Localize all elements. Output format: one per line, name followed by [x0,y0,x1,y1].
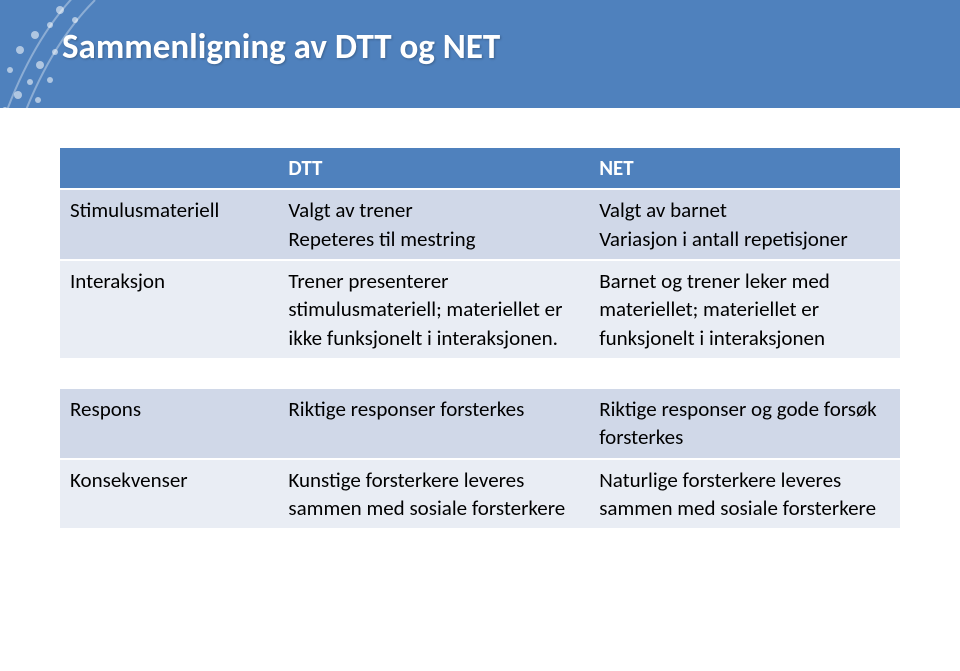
table-row: StimulusmateriellValgt av trener Repeter… [60,189,900,260]
cell-dtt: Valgt av trener Repeteres til mestring [278,189,589,260]
content-area: DTT NET StimulusmateriellValgt av trener… [0,108,960,530]
table-header-row: DTT NET [60,148,900,189]
page-title: Sammenligning av DTT og NET [62,26,500,68]
cell-net: Barnet og trener leker med materiellet; … [589,260,900,359]
table-spacer [60,359,900,389]
col-header-net: NET [589,148,900,189]
cell-dtt: Trener presenterer stimulusmateriell; ma… [278,260,589,359]
table-row: KonsekvenserKunstige forsterkere leveres… [60,459,900,530]
col-header-empty [60,148,278,189]
cell-dtt: Kunstige forsterkere leveres sammen med … [278,459,589,530]
cell-net: Valgt av barnet Variasjon i antall repet… [589,189,900,260]
cell-net: Naturlige forsterkere leveres sammen med… [589,459,900,530]
row-label: Konsekvenser [60,459,278,530]
row-label: Stimulusmateriell [60,189,278,260]
cell-dtt: Riktige responser forsterkes [278,389,589,459]
row-label: Respons [60,389,278,459]
cell-net: Riktige responser og gode forsøk forster… [589,389,900,459]
col-header-dtt: DTT [278,148,589,189]
row-label: Interaksjon [60,260,278,359]
comparison-table: DTT NET StimulusmateriellValgt av trener… [60,148,900,530]
table-row: ResponsRiktige responser forsterkesRikti… [60,389,900,459]
table-row: InteraksjonTrener presenterer stimulusma… [60,260,900,359]
slide-header: Sammenligning av DTT og NET [0,0,960,108]
